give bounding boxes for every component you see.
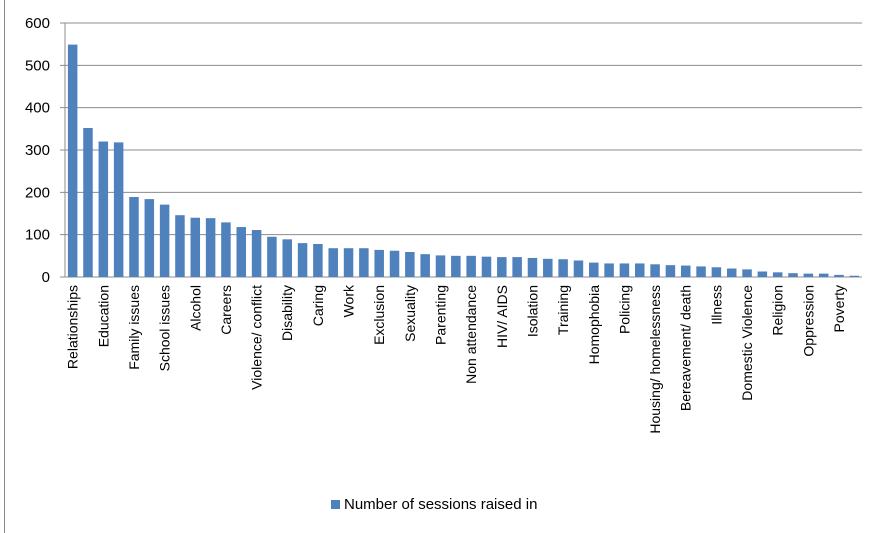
bar	[297, 243, 308, 277]
x-category-label: School issues	[157, 285, 173, 371]
x-category-label: Poverty	[831, 285, 847, 332]
chart-frame-border	[4, 0, 5, 533]
bar	[420, 254, 430, 277]
bar	[144, 199, 155, 277]
x-category-label: Illness	[708, 285, 724, 325]
x-category-label: Alcohol	[187, 285, 203, 331]
bar	[604, 263, 614, 277]
bar	[788, 273, 798, 277]
y-tick-label: 500	[25, 57, 50, 74]
x-category-label: Domestic Violence	[739, 285, 755, 401]
bar	[834, 274, 844, 277]
bar	[83, 127, 93, 278]
x-category-label: Isolation	[524, 285, 540, 337]
bar	[175, 215, 185, 277]
x-category-label: Training	[555, 285, 571, 335]
bar	[236, 227, 247, 277]
bar	[558, 259, 568, 277]
bar	[190, 217, 201, 277]
bar	[451, 255, 461, 277]
x-category-label: Non attendance	[463, 285, 479, 384]
bar	[267, 236, 277, 277]
bar	[497, 257, 507, 277]
bar	[619, 263, 630, 277]
y-tick-label: 100	[25, 227, 50, 244]
bar	[512, 257, 522, 277]
bar	[635, 263, 645, 277]
bar	[527, 257, 538, 277]
y-tick-label: 400	[25, 100, 50, 117]
bar	[481, 256, 492, 277]
bar	[435, 255, 446, 277]
bar	[650, 264, 660, 277]
bar	[282, 239, 292, 277]
y-tick-label: 600	[25, 15, 50, 32]
x-category-label: Relationships	[65, 285, 81, 369]
bar	[772, 272, 783, 277]
bar	[205, 218, 216, 277]
bar	[313, 243, 323, 277]
x-category-label: Violence/ conflict	[249, 285, 265, 390]
x-category-label: Oppression	[800, 285, 816, 357]
bar	[803, 273, 814, 277]
bar	[680, 265, 691, 277]
x-category-label: Exclusion	[371, 285, 387, 345]
x-category-label: Parenting	[433, 285, 449, 345]
bar	[129, 196, 139, 277]
bar	[221, 222, 231, 277]
x-category-label: Careers	[218, 285, 234, 335]
bar	[159, 204, 170, 277]
x-category-label: Education	[95, 285, 111, 347]
bar	[359, 248, 369, 277]
x-category-label: Sexuality	[402, 285, 418, 342]
x-category-label: Housing/ homelessness	[647, 285, 663, 434]
bar	[849, 275, 860, 277]
bar	[466, 255, 476, 277]
x-category-label: Homophobia	[586, 285, 602, 365]
bar	[405, 252, 415, 277]
bar	[726, 268, 737, 277]
bar	[98, 141, 109, 277]
x-category-label: Bereavement/ death	[678, 285, 694, 411]
bar	[696, 266, 706, 277]
bar	[665, 265, 676, 277]
legend-swatch	[331, 500, 340, 509]
bar	[589, 262, 599, 277]
bar	[389, 250, 400, 277]
legend: Number of sessions raised in	[331, 496, 537, 513]
bar	[573, 260, 584, 277]
bar	[113, 142, 124, 277]
bar	[742, 269, 752, 277]
bar	[757, 271, 768, 277]
x-category-label: Disability	[279, 285, 295, 341]
bar	[343, 248, 354, 277]
x-category-label: HIV/ AIDS	[494, 285, 510, 348]
x-category-label: Religion	[770, 285, 786, 336]
bar	[67, 44, 78, 278]
bar	[543, 258, 553, 277]
y-tick-label: 0	[42, 269, 50, 286]
bar	[251, 230, 262, 277]
bar	[374, 249, 384, 277]
bar	[711, 267, 722, 277]
x-category-label: Policing	[616, 285, 632, 334]
bar	[818, 273, 829, 277]
bar	[328, 248, 338, 277]
y-tick-label: 300	[25, 142, 50, 159]
legend-label: Number of sessions raised in	[344, 496, 538, 513]
x-category-label: Family issues	[126, 285, 142, 370]
x-category-label: Work	[341, 284, 357, 317]
y-tick-label: 200	[25, 184, 50, 201]
x-category-label: Caring	[310, 285, 326, 326]
